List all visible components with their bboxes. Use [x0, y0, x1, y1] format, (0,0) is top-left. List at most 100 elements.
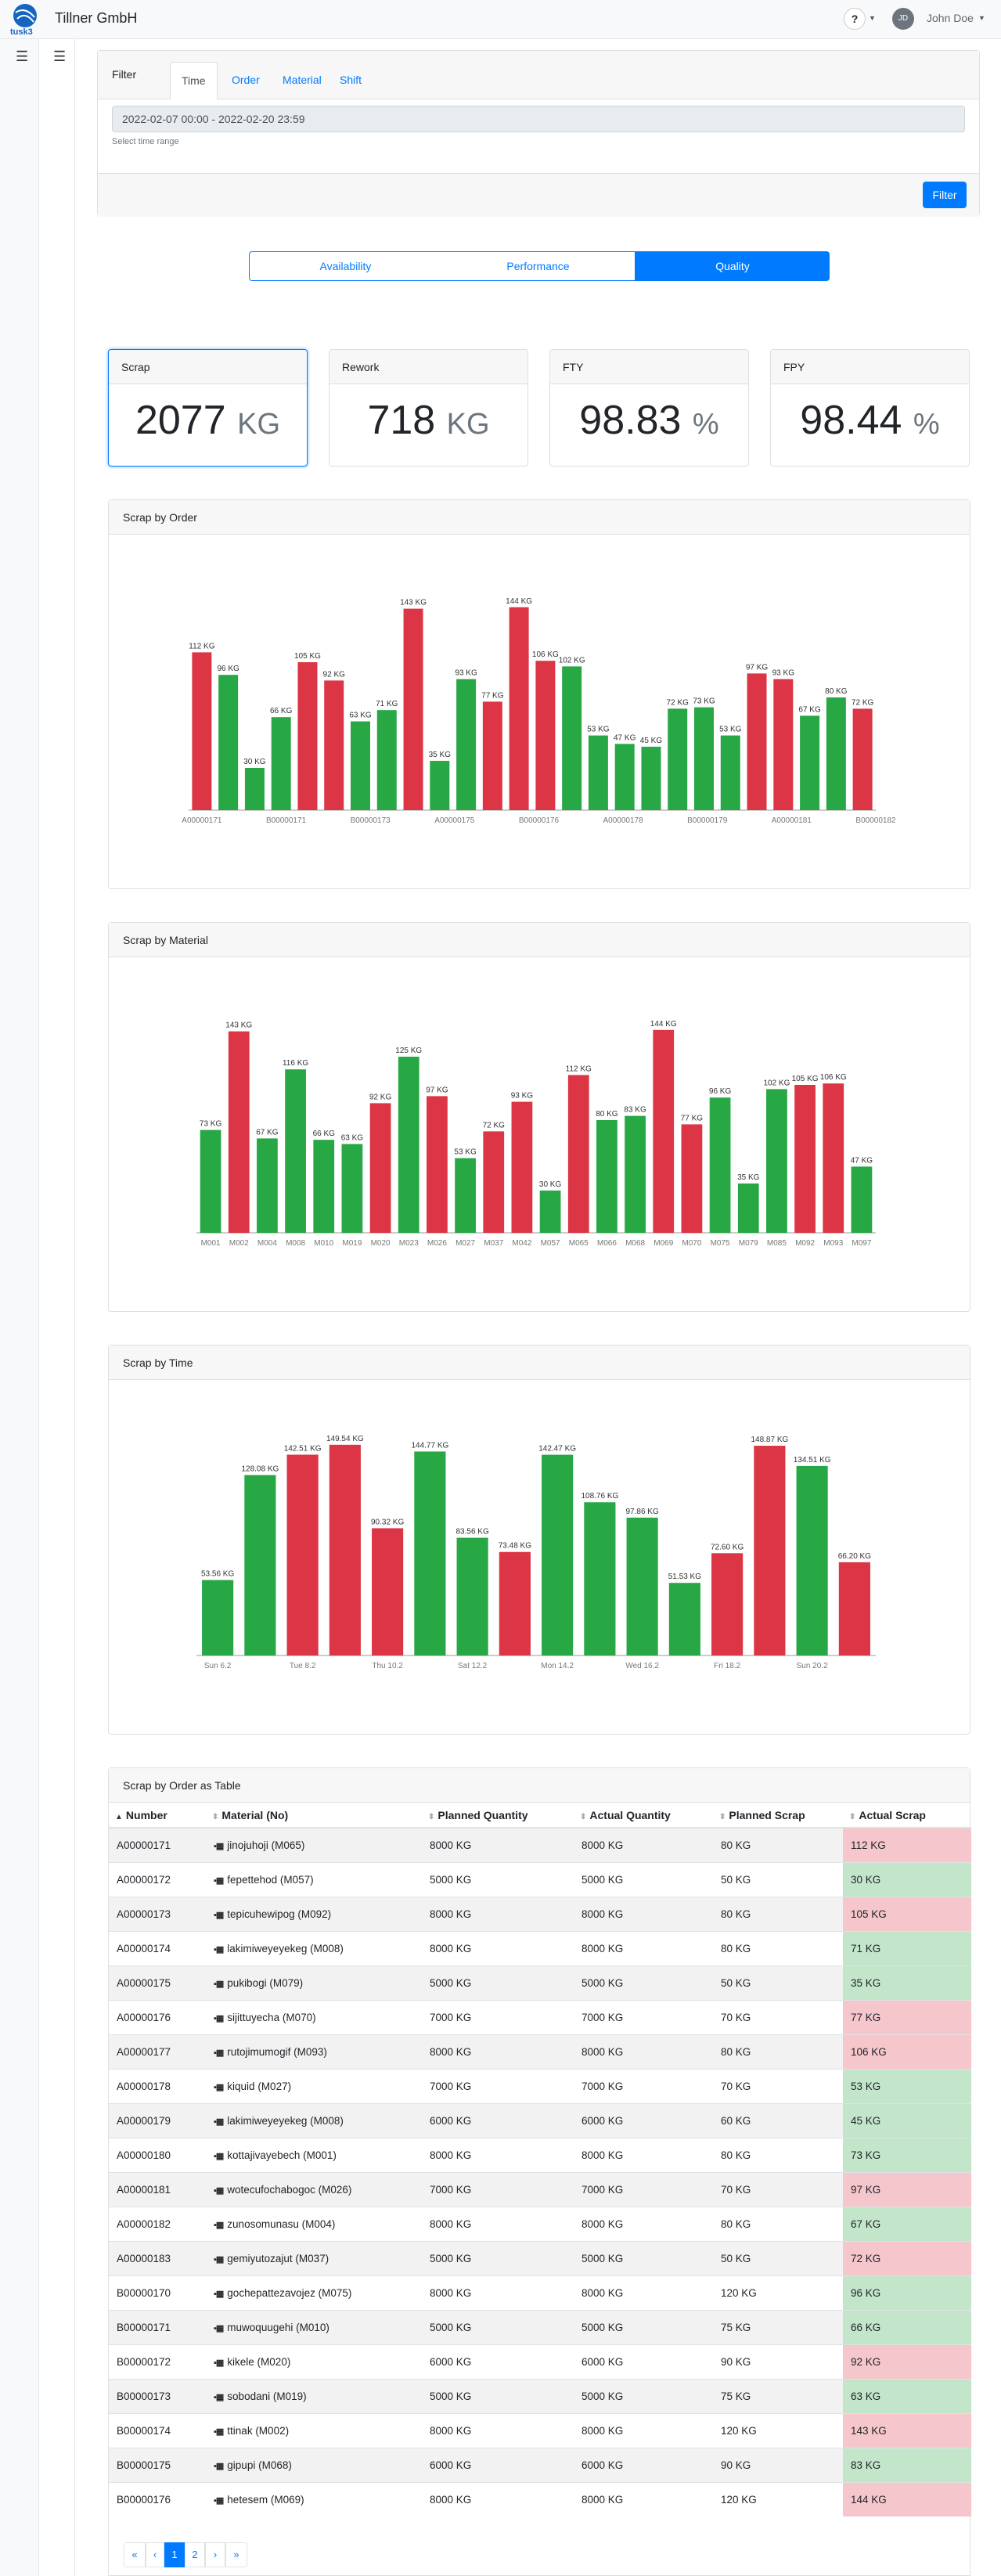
- company-logo[interactable]: tusk3: [8, 2, 42, 38]
- material-name[interactable]: gochepattezavojez (M075): [227, 2286, 352, 2299]
- col-actual-quantity[interactable]: ⬍ Actual Quantity: [574, 1803, 713, 1828]
- chart-bar: [567, 1075, 589, 1233]
- col-actual-scrap[interactable]: ⬍ Actual Scrap: [843, 1803, 971, 1828]
- logo-text: tusk3: [10, 27, 33, 37]
- material-name[interactable]: sijittuyecha (M070): [227, 2011, 316, 2023]
- sort-icon[interactable]: ⬍: [719, 1812, 726, 1821]
- cell-number: B00000176: [109, 2481, 206, 2517]
- page-next-button[interactable]: ›: [205, 2542, 225, 2567]
- submenu-toggle-icon[interactable]: ☰: [53, 49, 67, 64]
- kpi-scrap[interactable]: Scrap 2077 KG: [108, 349, 308, 467]
- filter-button[interactable]: Filter: [923, 182, 967, 208]
- toggle-availability[interactable]: Availability: [249, 251, 442, 281]
- chart-bar: [200, 1129, 221, 1233]
- col-planned-scrap[interactable]: ⬍ Planned Scrap: [713, 1803, 843, 1828]
- cell-actual-scrap: 35 KG: [843, 1965, 971, 2000]
- bar-data-label: 35 KG: [737, 1173, 760, 1182]
- cell-number: B00000170: [109, 2275, 206, 2310]
- cell-actual-scrap: 83 KG: [843, 2447, 971, 2482]
- material-name[interactable]: hetesem (M069): [227, 2493, 304, 2506]
- material-name[interactable]: rutojimumogif (M093): [227, 2045, 327, 2058]
- material-name[interactable]: zunosomunasu (M004): [227, 2218, 336, 2230]
- cell-actual-quantity: 5000 KG: [574, 1861, 713, 1897]
- user-dropdown-caret-icon[interactable]: ▼: [978, 14, 985, 22]
- user-menu[interactable]: John Doe: [927, 12, 974, 24]
- chart-bar: [482, 701, 502, 810]
- help-button[interactable]: ?: [844, 8, 866, 30]
- chart-bar: [596, 1120, 618, 1233]
- tab-order[interactable]: Order: [232, 74, 260, 86]
- cell-number: A00000178: [109, 2068, 206, 2103]
- tab-shift[interactable]: Shift: [340, 74, 362, 86]
- date-range-input[interactable]: 2022-02-07 00:00 - 2022-02-20 23:59: [112, 106, 965, 132]
- chart-bar: [653, 1029, 675, 1233]
- page-last-button[interactable]: »: [225, 2542, 247, 2567]
- material-name[interactable]: jinojuhoji (M065): [227, 1839, 305, 1851]
- table-row: B00000176 ▪▦ hetesem (M069) 8000 KG 8000 KG 1…: [109, 2481, 971, 2517]
- chart-bar: [313, 1140, 335, 1233]
- x-tick-label: B00000173: [351, 816, 391, 825]
- material-name[interactable]: tepicuhewipog (M092): [227, 1908, 332, 1920]
- cell-planned-scrap: 50 KG: [713, 1965, 843, 2000]
- sort-icon[interactable]: ⬍: [428, 1812, 435, 1821]
- cell-actual-quantity: 7000 KG: [574, 2068, 713, 2103]
- bar-data-label: 30 KG: [243, 758, 266, 766]
- material-name[interactable]: kikele (M020): [227, 2355, 291, 2368]
- menu-toggle-icon[interactable]: ☰: [16, 49, 29, 64]
- kpi-fty[interactable]: FTY 98.83 %: [549, 349, 749, 467]
- cell-planned-quantity: 8000 KG: [422, 2206, 574, 2241]
- chart-card-material: Scrap by Material 73 KG 143 KG 67 KG 116 KG…: [108, 922, 970, 1312]
- x-tick-label: M020: [371, 1239, 391, 1248]
- kpi-fpy[interactable]: FPY 98.44 %: [770, 349, 970, 467]
- page-prev-button[interactable]: ‹: [146, 2542, 164, 2567]
- tab-time[interactable]: Time: [170, 62, 218, 99]
- material-name[interactable]: kiquid (M027): [227, 2080, 292, 2092]
- cell-actual-scrap: 96 KG: [843, 2275, 971, 2310]
- bar-data-label: 142.51 KG: [284, 1444, 322, 1453]
- tab-material[interactable]: Material: [283, 74, 322, 86]
- cell-material: ▪▦ lakimiweyeyekeg (M008): [206, 2102, 422, 2138]
- toggle-quality[interactable]: Quality: [636, 251, 830, 281]
- cell-planned-scrap: 120 KG: [713, 2481, 843, 2517]
- material-name[interactable]: muwoquugehi (M010): [227, 2321, 329, 2333]
- sort-icon[interactable]: ⬍: [849, 1812, 856, 1821]
- page-2-button[interactable]: 2: [185, 2542, 205, 2567]
- material-name[interactable]: fepettehod (M057): [227, 1873, 314, 1886]
- chart-bar: [329, 1444, 361, 1655]
- material-name[interactable]: gemiyutozajut (M037): [227, 2252, 329, 2264]
- material-name[interactable]: kottajivayebech (M001): [227, 2149, 337, 2161]
- chart-bar: [257, 1138, 278, 1233]
- cell-actual-scrap: 77 KG: [843, 1999, 971, 2034]
- col-planned-quantity[interactable]: ⬍ Planned Quantity: [422, 1803, 574, 1828]
- bar-data-label: 97.86 KG: [625, 1508, 658, 1516]
- sort-asc-icon[interactable]: ▲: [115, 1812, 123, 1821]
- material-name[interactable]: sobodani (M019): [227, 2390, 307, 2402]
- avatar[interactable]: JD: [892, 8, 914, 30]
- date-range-help: Select time range: [112, 137, 179, 146]
- bar-data-label: 96 KG: [709, 1087, 732, 1096]
- cell-actual-quantity: 8000 KG: [574, 2034, 713, 2069]
- material-name[interactable]: gipupi (M068): [227, 2459, 292, 2471]
- material-name[interactable]: lakimiweyeyekeg (M008): [227, 1942, 344, 1955]
- col-number[interactable]: ▲ Number: [109, 1803, 206, 1828]
- bar-data-label: 83.56 KG: [455, 1528, 488, 1537]
- cell-planned-quantity: 7000 KG: [422, 2068, 574, 2103]
- kpi-rework[interactable]: Rework 718 KG: [329, 349, 528, 467]
- cell-planned-scrap: 80 KG: [713, 2034, 843, 2069]
- cell-material: ▪▦ muwoquugehi (M010): [206, 2309, 422, 2344]
- col-material[interactable]: ⬍ Material (No): [206, 1803, 422, 1828]
- sort-icon[interactable]: ⬍: [212, 1812, 219, 1821]
- material-name[interactable]: ttinak (M002): [227, 2424, 290, 2437]
- material-name[interactable]: pukibogi (M079): [227, 1976, 304, 1989]
- material-name[interactable]: wotecufochabogoc (M026): [227, 2183, 352, 2196]
- sort-icon[interactable]: ⬍: [580, 1812, 587, 1821]
- chart-bar: [351, 721, 370, 810]
- material-name[interactable]: lakimiweyeyekeg (M008): [227, 2114, 344, 2127]
- page-1-button[interactable]: 1: [164, 2542, 185, 2567]
- toggle-performance[interactable]: Performance: [441, 251, 636, 281]
- cell-planned-quantity: 8000 KG: [422, 1896, 574, 1931]
- page-first-button[interactable]: «: [124, 2542, 146, 2567]
- help-dropdown-caret-icon[interactable]: ▼: [869, 14, 876, 22]
- cell-material: ▪▦ jinojuhoji (M065): [206, 1827, 422, 1862]
- chart-bar: [271, 717, 291, 810]
